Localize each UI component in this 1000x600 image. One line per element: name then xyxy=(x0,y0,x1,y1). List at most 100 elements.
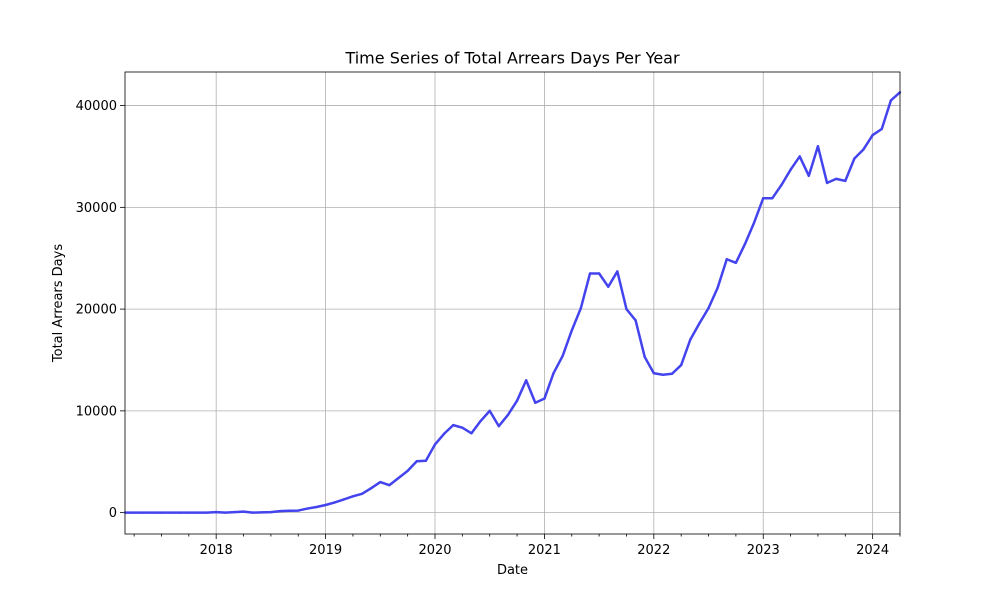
data-point xyxy=(734,261,738,264)
data-point xyxy=(816,145,820,148)
data-point xyxy=(242,510,245,513)
data-point xyxy=(834,177,838,181)
data-point xyxy=(452,423,455,427)
y-tick-label: 30000 xyxy=(76,201,117,216)
data-point xyxy=(652,372,656,375)
y-tick-label: 20000 xyxy=(76,303,117,318)
data-point xyxy=(342,498,346,501)
x-tick-label: 2023 xyxy=(747,543,780,558)
data-point xyxy=(351,495,355,498)
data-point xyxy=(643,355,646,359)
x-tick-label: 2024 xyxy=(856,543,889,558)
data-point xyxy=(278,509,282,513)
data-point xyxy=(132,511,136,514)
data-point xyxy=(670,372,674,375)
data-point xyxy=(515,399,519,402)
data-point xyxy=(142,511,145,514)
data-point xyxy=(689,338,692,341)
data-point xyxy=(607,285,610,288)
data-point xyxy=(461,426,464,429)
data-point xyxy=(862,148,865,151)
chart-title: Time Series of Total Arrears Days Per Ye… xyxy=(344,49,680,68)
y-tick-label: 10000 xyxy=(76,404,117,419)
data-point xyxy=(771,196,774,200)
data-point xyxy=(597,272,601,275)
data-point xyxy=(752,221,756,224)
x-tick-label: 2019 xyxy=(309,543,342,558)
data-point xyxy=(214,510,218,514)
series-line xyxy=(125,91,901,514)
data-point xyxy=(497,424,501,428)
data-point xyxy=(169,511,172,514)
data-point xyxy=(762,196,765,200)
data-point xyxy=(406,469,409,473)
data-point xyxy=(889,99,893,102)
data-point xyxy=(698,322,701,325)
data-point xyxy=(524,379,528,382)
data-point xyxy=(178,511,181,514)
data-point xyxy=(333,501,336,504)
data-point xyxy=(470,432,473,435)
data-point xyxy=(707,306,710,310)
data-point xyxy=(871,133,874,137)
data-point xyxy=(625,307,628,311)
x-tick-label: 2020 xyxy=(418,543,451,558)
data-point xyxy=(579,306,583,310)
data-point xyxy=(379,480,382,484)
data-point xyxy=(561,354,564,358)
data-point xyxy=(233,510,236,514)
data-point xyxy=(479,419,482,423)
x-axis-label: Date xyxy=(497,563,528,578)
data-point xyxy=(488,409,491,413)
data-point xyxy=(424,459,428,462)
data-point xyxy=(260,511,263,514)
data-point xyxy=(825,181,829,185)
grid-lines xyxy=(125,72,900,534)
data-point xyxy=(534,401,537,404)
data-point xyxy=(160,511,163,514)
data-point xyxy=(743,242,747,246)
x-tick-label: 2018 xyxy=(200,543,233,558)
data-point xyxy=(798,155,801,158)
data-point xyxy=(251,511,254,514)
data-point xyxy=(552,372,555,375)
data-point xyxy=(388,483,391,487)
data-point xyxy=(588,272,592,275)
data-point xyxy=(397,476,400,480)
data-point xyxy=(433,443,437,446)
data-point xyxy=(269,510,273,514)
data-point xyxy=(205,511,209,514)
data-point xyxy=(442,432,446,435)
data-point xyxy=(807,174,811,177)
data-point xyxy=(297,509,300,512)
data-point xyxy=(306,507,309,510)
data-point xyxy=(360,492,364,495)
data-point xyxy=(196,511,200,514)
data-point xyxy=(287,509,291,512)
series-group xyxy=(123,91,902,514)
y-axis-label: Total Arrears Days xyxy=(51,244,66,363)
tick-labels: 2018 2019 2020 2021 2022 2023 2024 0 10000 20000 3… xyxy=(76,99,890,558)
y-tick-label: 0 xyxy=(109,506,117,521)
data-point xyxy=(506,413,510,417)
data-point xyxy=(789,168,792,171)
data-point xyxy=(716,286,719,289)
data-point xyxy=(853,157,856,160)
data-point xyxy=(634,319,637,322)
data-point xyxy=(543,397,546,400)
data-point xyxy=(315,505,318,509)
x-tick-label: 2021 xyxy=(528,543,561,558)
data-point xyxy=(616,270,619,273)
data-point xyxy=(570,329,573,332)
data-point xyxy=(780,183,783,187)
data-point xyxy=(725,258,728,261)
data-point xyxy=(844,179,847,183)
x-tick-label: 2022 xyxy=(637,543,670,558)
data-point xyxy=(324,503,327,507)
plot-frame xyxy=(124,71,901,535)
data-point xyxy=(224,511,227,514)
y-tick-label: 40000 xyxy=(76,99,117,114)
data-point xyxy=(661,373,665,376)
